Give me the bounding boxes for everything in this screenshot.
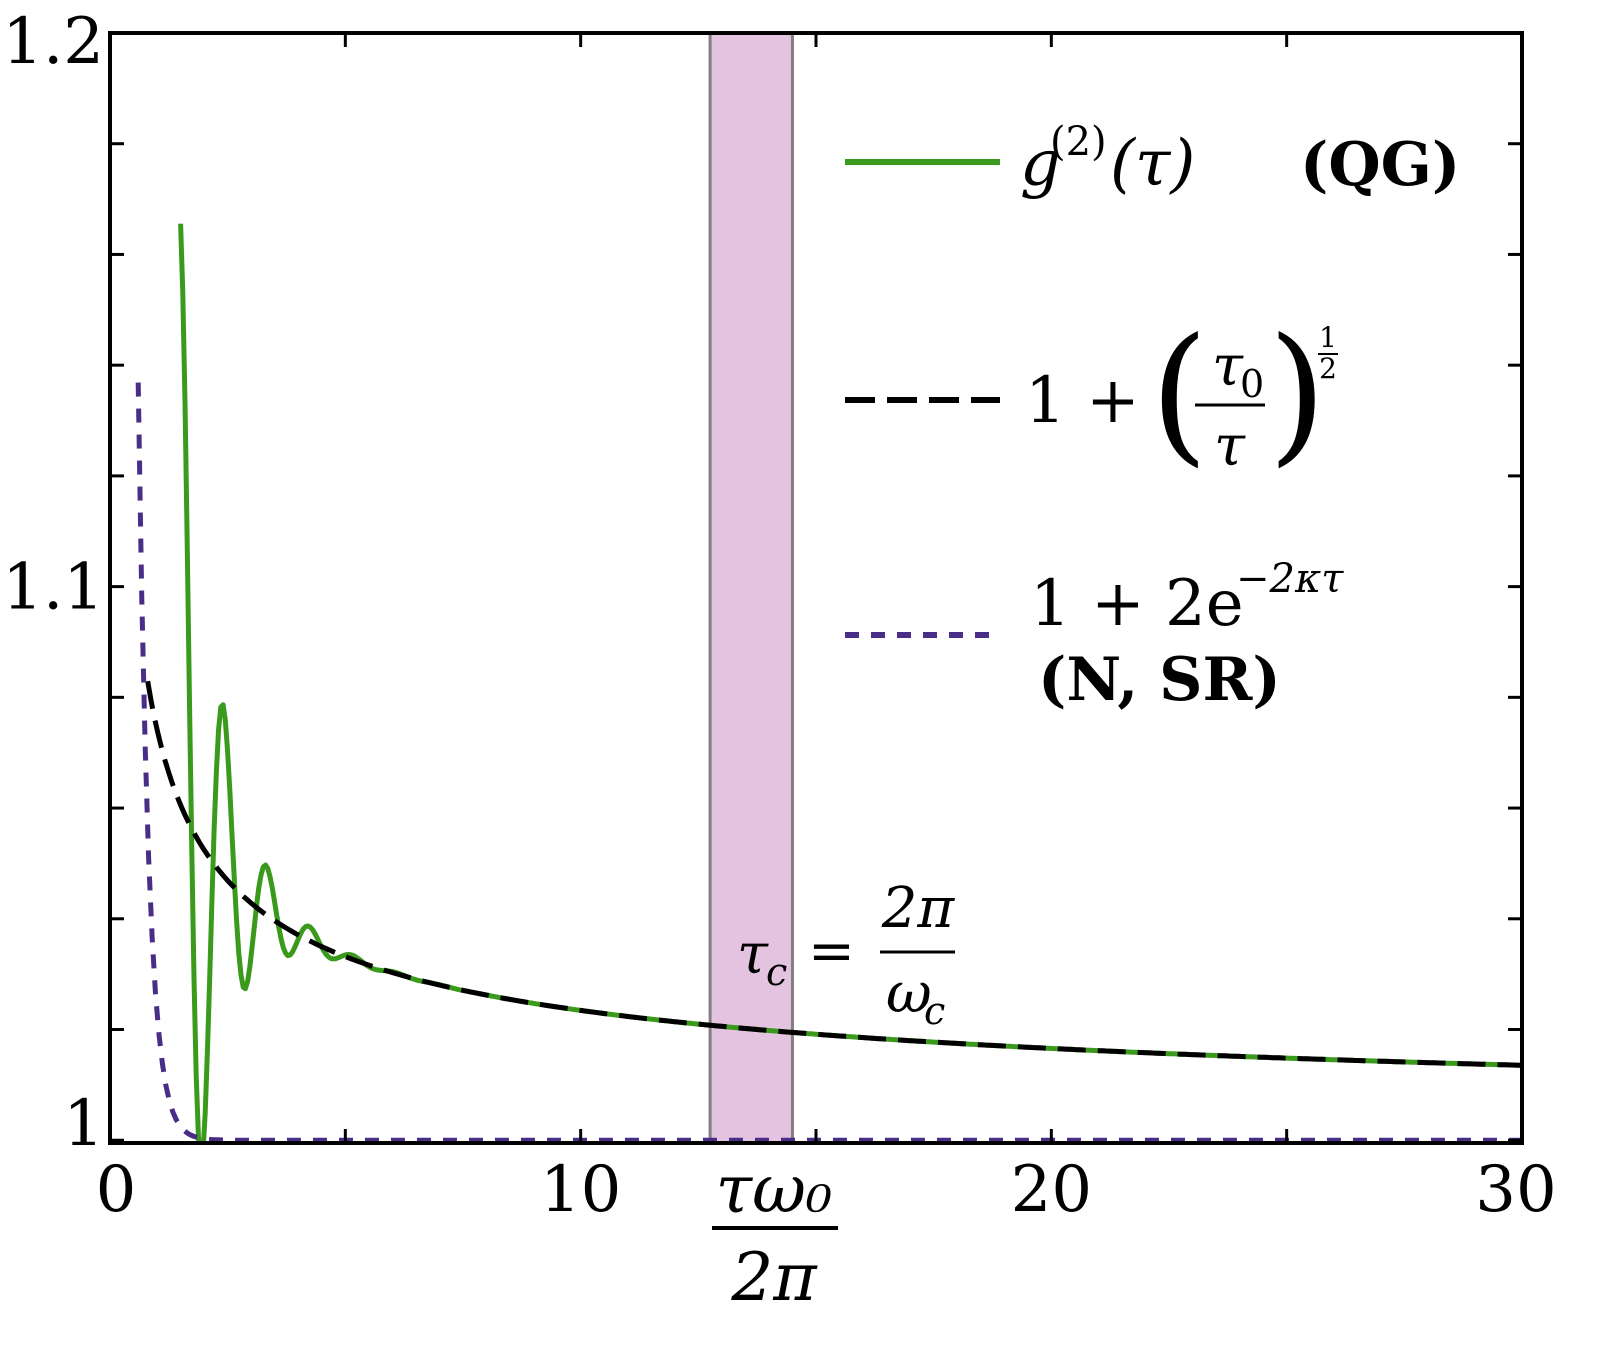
- legend-g2-prefix: g: [1020, 127, 1061, 201]
- x-tick-label-20: 20: [1011, 1153, 1092, 1227]
- x-tick-label-30: 30: [1475, 1153, 1556, 1227]
- legend-sqrt-one-plus: 1 +: [1025, 364, 1140, 438]
- legend-sqrt-exp-den: 2: [1319, 352, 1337, 385]
- x-axis-label-denominator: 2π: [730, 1239, 818, 1316]
- y-tick-label-1.1: 1.1: [2, 551, 104, 625]
- band-label-equals: =: [808, 919, 855, 984]
- legend-exp-formula-sup: −2κτ: [1236, 556, 1344, 602]
- tick-layer: [108, 31, 1524, 1143]
- x-axis-label: τω₀ 2π: [712, 1151, 838, 1316]
- legend-exp-tag: (N, SR): [1038, 645, 1281, 715]
- legend-exp-formula: 1 + 2e: [1030, 567, 1244, 641]
- band-label-tau-sub: c: [766, 950, 787, 994]
- legend-sqrt-frac-num-sub: 0: [1240, 362, 1264, 406]
- x-tick-label-10: 10: [540, 1153, 621, 1227]
- legend: g (2) (τ) (QG) 1 + ( τ 0 τ ) 1 2 1 + 2e …: [845, 119, 1460, 715]
- band-label-numerator: 2π: [881, 876, 956, 941]
- legend-g2-sup: (2): [1050, 119, 1107, 165]
- legend-g2-arg: (τ): [1110, 127, 1195, 201]
- x-axis-label-numerator: τω₀: [716, 1151, 833, 1228]
- band-annotation: τ c = 2π ω c: [737, 876, 955, 1033]
- legend-sqrt-frac-den: τ: [1214, 414, 1246, 479]
- band-label-denominator: ω: [886, 961, 932, 1026]
- shaded-band-tau-c: [708, 31, 794, 1145]
- band-label-tau: τ: [737, 922, 769, 987]
- legend-sqrt-frac-num: τ: [1212, 334, 1244, 399]
- x-tick-labels: 0 10 20 30: [96, 1153, 1557, 1227]
- legend-g2-tag: (QG): [1300, 130, 1460, 200]
- legend-sqrt-right-paren: ): [1268, 307, 1327, 481]
- legend-entry-sqrt: 1 + ( τ 0 τ ) 1 2: [845, 307, 1338, 481]
- band-label-denominator-sub: c: [924, 989, 945, 1033]
- series-line-1: [145, 680, 1522, 1068]
- series-line-2: [135, 382, 1522, 1143]
- y-tick-label-1: 1: [63, 1087, 104, 1161]
- y-tick-labels: 1 1.1 1.2: [2, 5, 104, 1161]
- x-tick-label-0: 0: [96, 1153, 137, 1227]
- series-layer: [135, 223, 1522, 1143]
- legend-entry-exp: 1 + 2e −2κτ (N, SR): [845, 556, 1344, 715]
- legend-entry-g2: g (2) (τ) (QG): [845, 119, 1460, 201]
- legend-sqrt-exp-num: 1: [1319, 321, 1337, 354]
- legend-sqrt-left-paren: (: [1150, 307, 1209, 481]
- y-tick-label-1.2: 1.2: [2, 5, 104, 79]
